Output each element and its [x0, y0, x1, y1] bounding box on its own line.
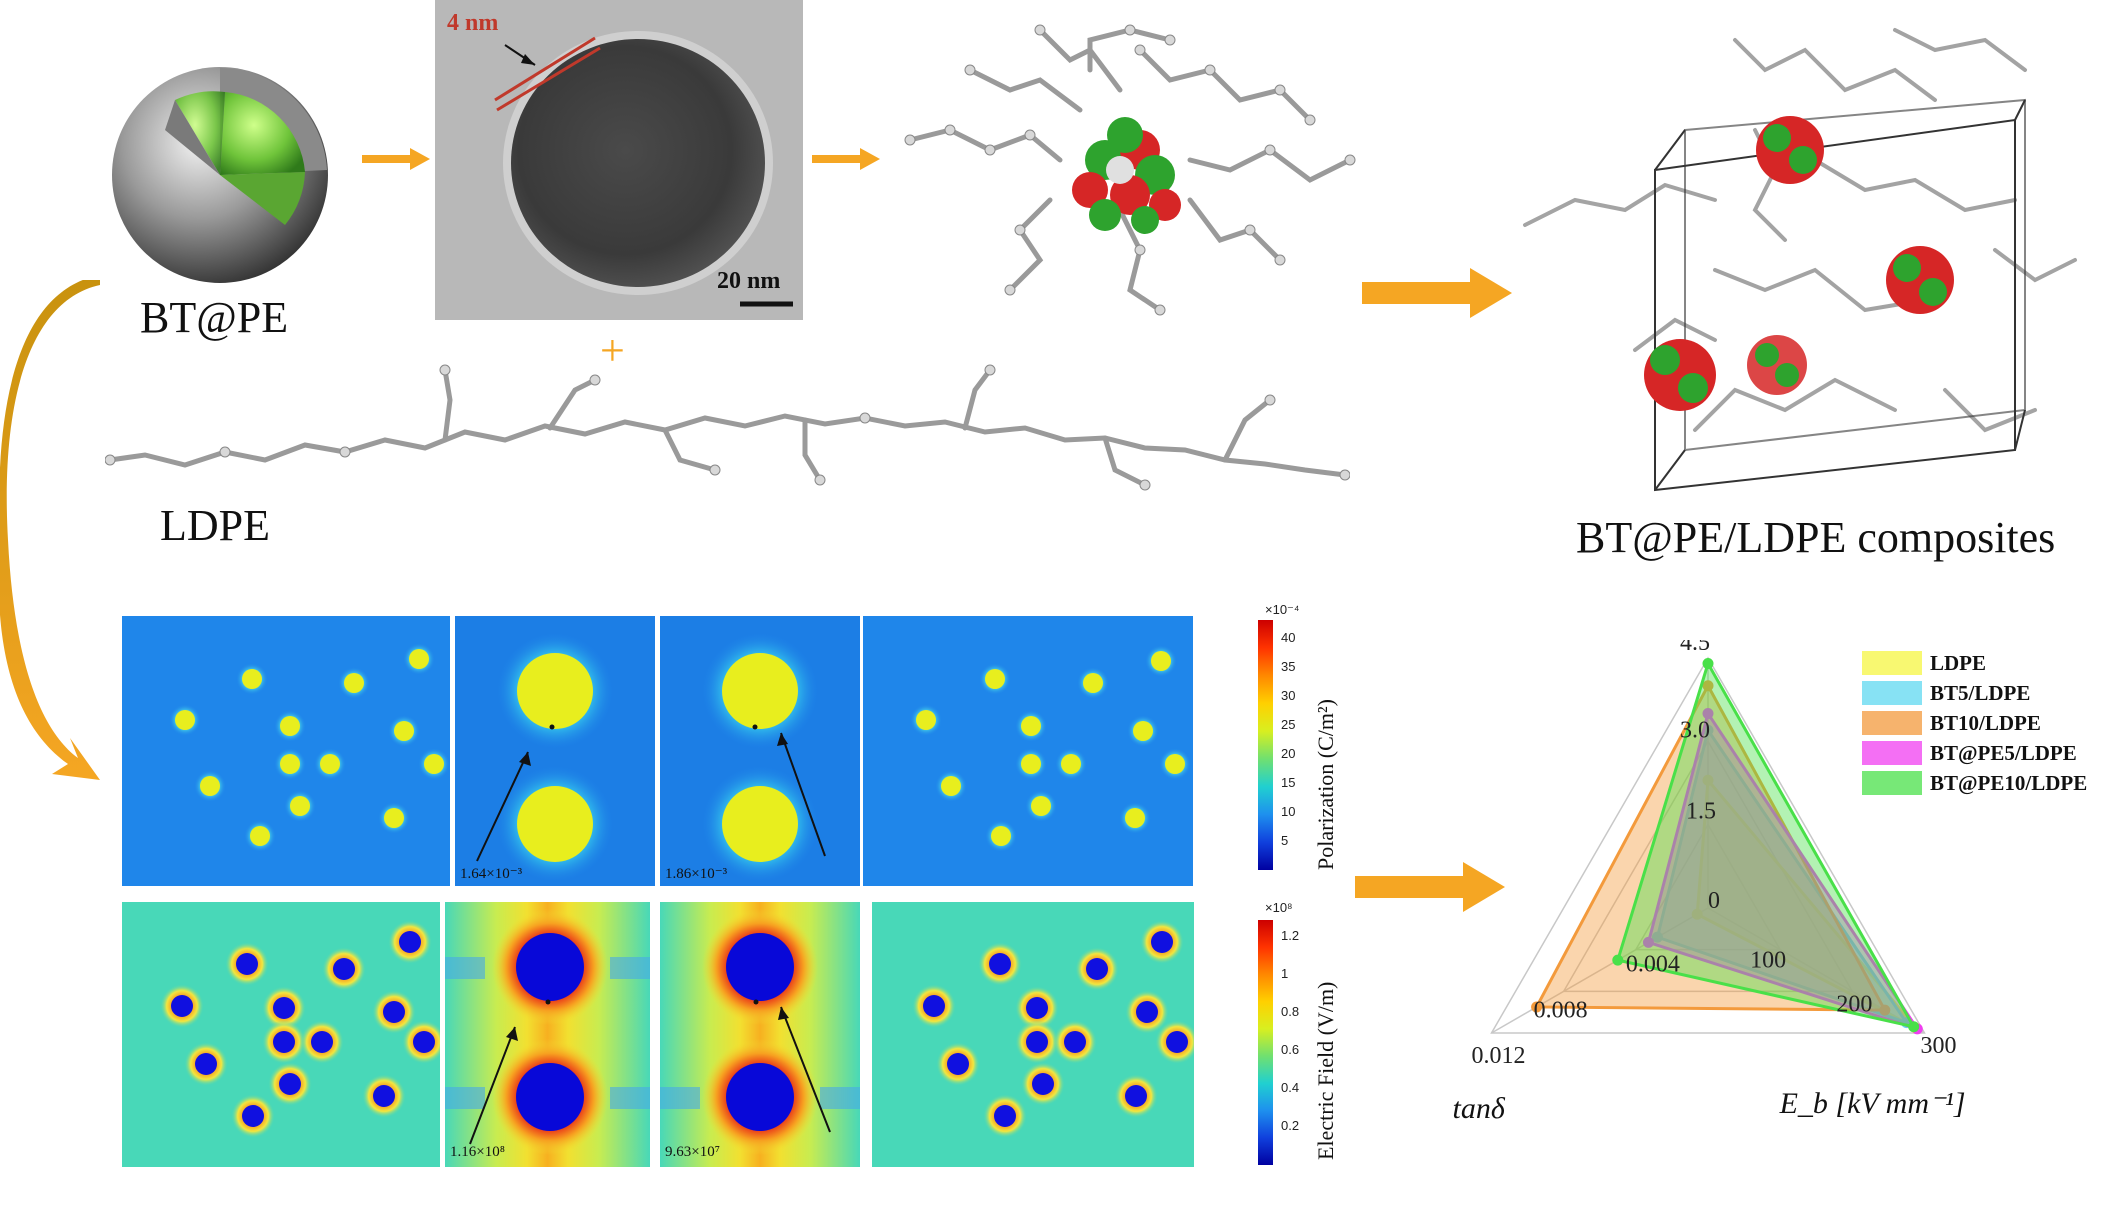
radar-grid-ring	[1490, 656, 1926, 1034]
polarization-colorbar-title: Polarization (C/m²)	[1313, 699, 1338, 870]
polarization-colorbar-tick: 15	[1281, 775, 1296, 790]
polarization-colorbar	[1258, 620, 1273, 870]
radar-data-point	[1642, 936, 1654, 948]
legend-label: BT5/LDPE	[1930, 680, 2031, 705]
radar-tick-label: 300	[1921, 1033, 1957, 1059]
legend-item: BT@PE5/LDPE	[1862, 738, 2087, 768]
electric-field-value-1: 1.16×10⁸	[450, 1144, 505, 1160]
electric-field-value-2: 9.63×10⁷	[665, 1144, 720, 1160]
polarization-panel-1	[122, 616, 450, 886]
legend-item: BT5/LDPE	[1862, 678, 2087, 708]
tem-scale-label: 20 nm	[717, 268, 781, 294]
polarization-colorbar-exponent: ×10⁻⁴	[1265, 602, 1300, 617]
electric-field-panel-2: 1.16×10⁸	[445, 902, 650, 1167]
right-arrow-icon	[362, 148, 430, 170]
radar-data-point	[1691, 908, 1703, 920]
legend-label: LDPE	[1930, 650, 1987, 675]
tem-thickness-label: 4 nm	[447, 10, 499, 36]
electric-field-panel-4	[872, 902, 1194, 1167]
radar-tick-label: 0.004	[1626, 952, 1680, 978]
radar-tick-label: 3.0	[1680, 717, 1710, 743]
polarization-value-2: 1.86×10⁻³	[665, 866, 728, 882]
radar-legend: LDPE BT5/LDPE BT10/LDPE BT@PE5/LDPE BT@P…	[1862, 648, 2087, 798]
radar-axis-title: E_b [kV mm⁻¹]	[1779, 1087, 1966, 1120]
core-shell-label: BT@PE	[140, 293, 289, 342]
radar-axis-title: tanδ	[1453, 1092, 1506, 1125]
radar-tick-label: 200	[1836, 991, 1872, 1017]
legend-label: BT10/LDPE	[1930, 710, 2041, 735]
radar-data-point	[1702, 658, 1714, 670]
legend-item: BT@PE10/LDPE	[1862, 768, 2087, 798]
electric-field-colorbar-tick: 0.4	[1281, 1080, 1300, 1095]
radar-tick-label: 4.5	[1680, 640, 1710, 656]
radar-axis-title: ε′	[1690, 640, 1709, 645]
legend-item: LDPE	[1862, 648, 2087, 678]
radar-series-area	[1646, 709, 1921, 1032]
radar-data-point	[1651, 931, 1663, 943]
legend-label: BT@PE10/LDPE	[1930, 770, 2088, 795]
right-arrow-icon	[812, 148, 880, 170]
electric-field-colorbar-tick: 0.2	[1281, 1118, 1300, 1133]
radar-series-area	[1655, 726, 1911, 1026]
radar-tick-label: 1.5	[1686, 799, 1716, 825]
legend-swatch	[1862, 711, 1922, 735]
polarization-panel-2: 1.64×10⁻³	[455, 616, 655, 886]
radar-tick-label: 0	[1708, 888, 1720, 914]
radar-tick-label: 100	[1750, 948, 1786, 974]
tem-image: 4 nm 20 nm	[435, 0, 803, 320]
polarization-panel-3: 1.86×10⁻³	[660, 616, 860, 886]
legend-swatch	[1862, 681, 1922, 705]
radar-data-point	[1908, 1021, 1920, 1033]
molecular-model-illustration	[904, 24, 1356, 316]
electric-field-colorbar-tick: 0.6	[1281, 1042, 1300, 1057]
legend-label: BT@PE5/LDPE	[1930, 740, 2077, 765]
polarization-colorbar-tick: 35	[1281, 659, 1296, 674]
ldpe-chain-illustration	[105, 364, 1350, 491]
electric-field-panel-3: 9.63×10⁷	[660, 902, 860, 1167]
radar-data-point	[1702, 708, 1714, 720]
electric-field-colorbar	[1258, 920, 1273, 1165]
electric-field-colorbar-tick: 1.2	[1281, 928, 1300, 943]
plus-sign: +	[600, 326, 625, 375]
polarization-colorbar-tick: 5	[1281, 833, 1289, 848]
radar-axis-line	[1491, 907, 1709, 1034]
polarization-colorbar-tick: 10	[1281, 804, 1296, 819]
composite-box-illustration	[1523, 28, 2077, 492]
electric-field-colorbar-tick: 0.8	[1281, 1004, 1300, 1019]
radar-series-area	[1615, 659, 1917, 1029]
polarization-colorbar-tick: 20	[1281, 746, 1296, 761]
radar-data-point	[1531, 1001, 1543, 1013]
legend-item: BT10/LDPE	[1862, 708, 2087, 738]
right-arrow-icon	[1362, 268, 1512, 318]
polarization-colorbar-tick: 40	[1281, 630, 1296, 645]
legend-swatch	[1862, 771, 1922, 795]
legend-swatch	[1862, 651, 1922, 675]
polarization-panel-4	[863, 616, 1193, 886]
legend-swatch	[1862, 741, 1922, 765]
radar-data-point	[1879, 1004, 1891, 1016]
radar-data-point	[1702, 774, 1714, 786]
composites-label: BT@PE/LDPE composites	[1576, 513, 2056, 562]
radar-data-point	[1612, 954, 1624, 966]
electric-field-colorbar-tick: 1	[1281, 966, 1289, 981]
radar-data-point	[1702, 680, 1714, 692]
core-shell-sphere-illustration	[112, 67, 328, 283]
polarization-colorbar-tick: 30	[1281, 688, 1296, 703]
electric-field-panel-1	[122, 902, 440, 1167]
ldpe-label: LDPE	[160, 501, 270, 550]
radar-tick-label: 0.012	[1471, 1043, 1525, 1069]
radar-tick-label: 0.008	[1534, 997, 1588, 1023]
polarization-colorbar-tick: 25	[1281, 717, 1296, 732]
radar-chart: 0 1.5 3.0 4.5 100 200 300 0.004 0.008 0.012 ε′ E_b …	[1453, 640, 1966, 1125]
radar-grid-ring	[1634, 823, 1782, 951]
curved-arrow-icon	[0, 280, 100, 780]
electric-field-colorbar-exponent: ×10⁸	[1265, 900, 1293, 915]
electric-field-colorbar-title: Electric Field (V/m)	[1313, 981, 1338, 1160]
right-arrow-icon	[1355, 862, 1505, 912]
polarization-value-1: 1.64×10⁻³	[460, 866, 523, 882]
